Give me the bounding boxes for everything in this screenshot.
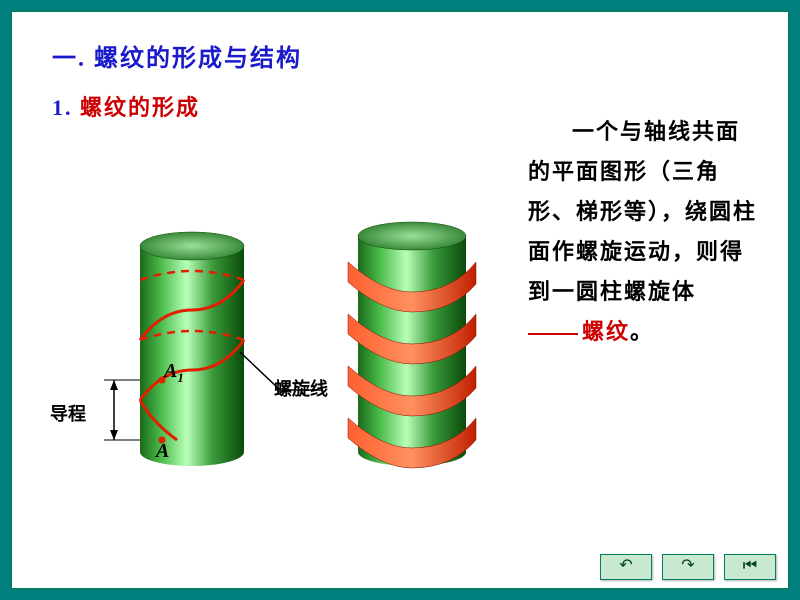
label-a1-sub: 1 bbox=[177, 370, 184, 385]
heading-2-prefix: 1. bbox=[52, 95, 73, 120]
dim-arrow-down bbox=[110, 430, 118, 440]
diagram-svg bbox=[42, 212, 542, 512]
nav-first-button[interactable]: ⏮ bbox=[724, 554, 776, 580]
heading-2: 1. 螺纹的形成 bbox=[52, 90, 200, 122]
nav-forward-button[interactable]: ↷ bbox=[662, 554, 714, 580]
dim-arrow-up bbox=[110, 380, 118, 390]
label-a: A bbox=[156, 440, 169, 463]
heading-1-text: 螺纹的形成与结构 bbox=[94, 46, 302, 72]
label-a1-letter: A bbox=[164, 360, 177, 382]
body-period: 。 bbox=[630, 319, 654, 344]
body-emphasis: 螺纹 bbox=[582, 319, 630, 344]
cyl2-top bbox=[358, 222, 466, 250]
heading-1: 一. 螺纹的形成与结构 bbox=[52, 38, 302, 73]
nav-back-button[interactable]: ↶ bbox=[600, 554, 652, 580]
slide-page: 一. 螺纹的形成与结构 1. 螺纹的形成 一个与轴线共面的平面图形（三角形、梯形… bbox=[10, 10, 790, 590]
diagram-area: 导程 螺旋线 A1 A bbox=[42, 212, 542, 512]
label-helix: 螺旋线 bbox=[274, 375, 328, 401]
heading-1-prefix: 一. bbox=[52, 46, 86, 72]
body-paragraph: 一个与轴线共面的平面图形（三角形、梯形等），绕圆柱面作螺旋运动，则得到一圆柱螺旋… bbox=[528, 112, 758, 352]
cyl1-top bbox=[140, 232, 244, 260]
heading-2-text: 螺纹的形成 bbox=[80, 95, 200, 120]
body-main: 一个与轴线共面的平面图形（三角形、梯形等），绕圆柱面作螺旋运动，则得到一圆柱螺旋… bbox=[528, 119, 757, 304]
label-lead: 导程 bbox=[50, 400, 86, 426]
nav-buttons: ↶ ↷ ⏮ bbox=[594, 554, 776, 580]
label-a1: A1 bbox=[164, 360, 184, 386]
